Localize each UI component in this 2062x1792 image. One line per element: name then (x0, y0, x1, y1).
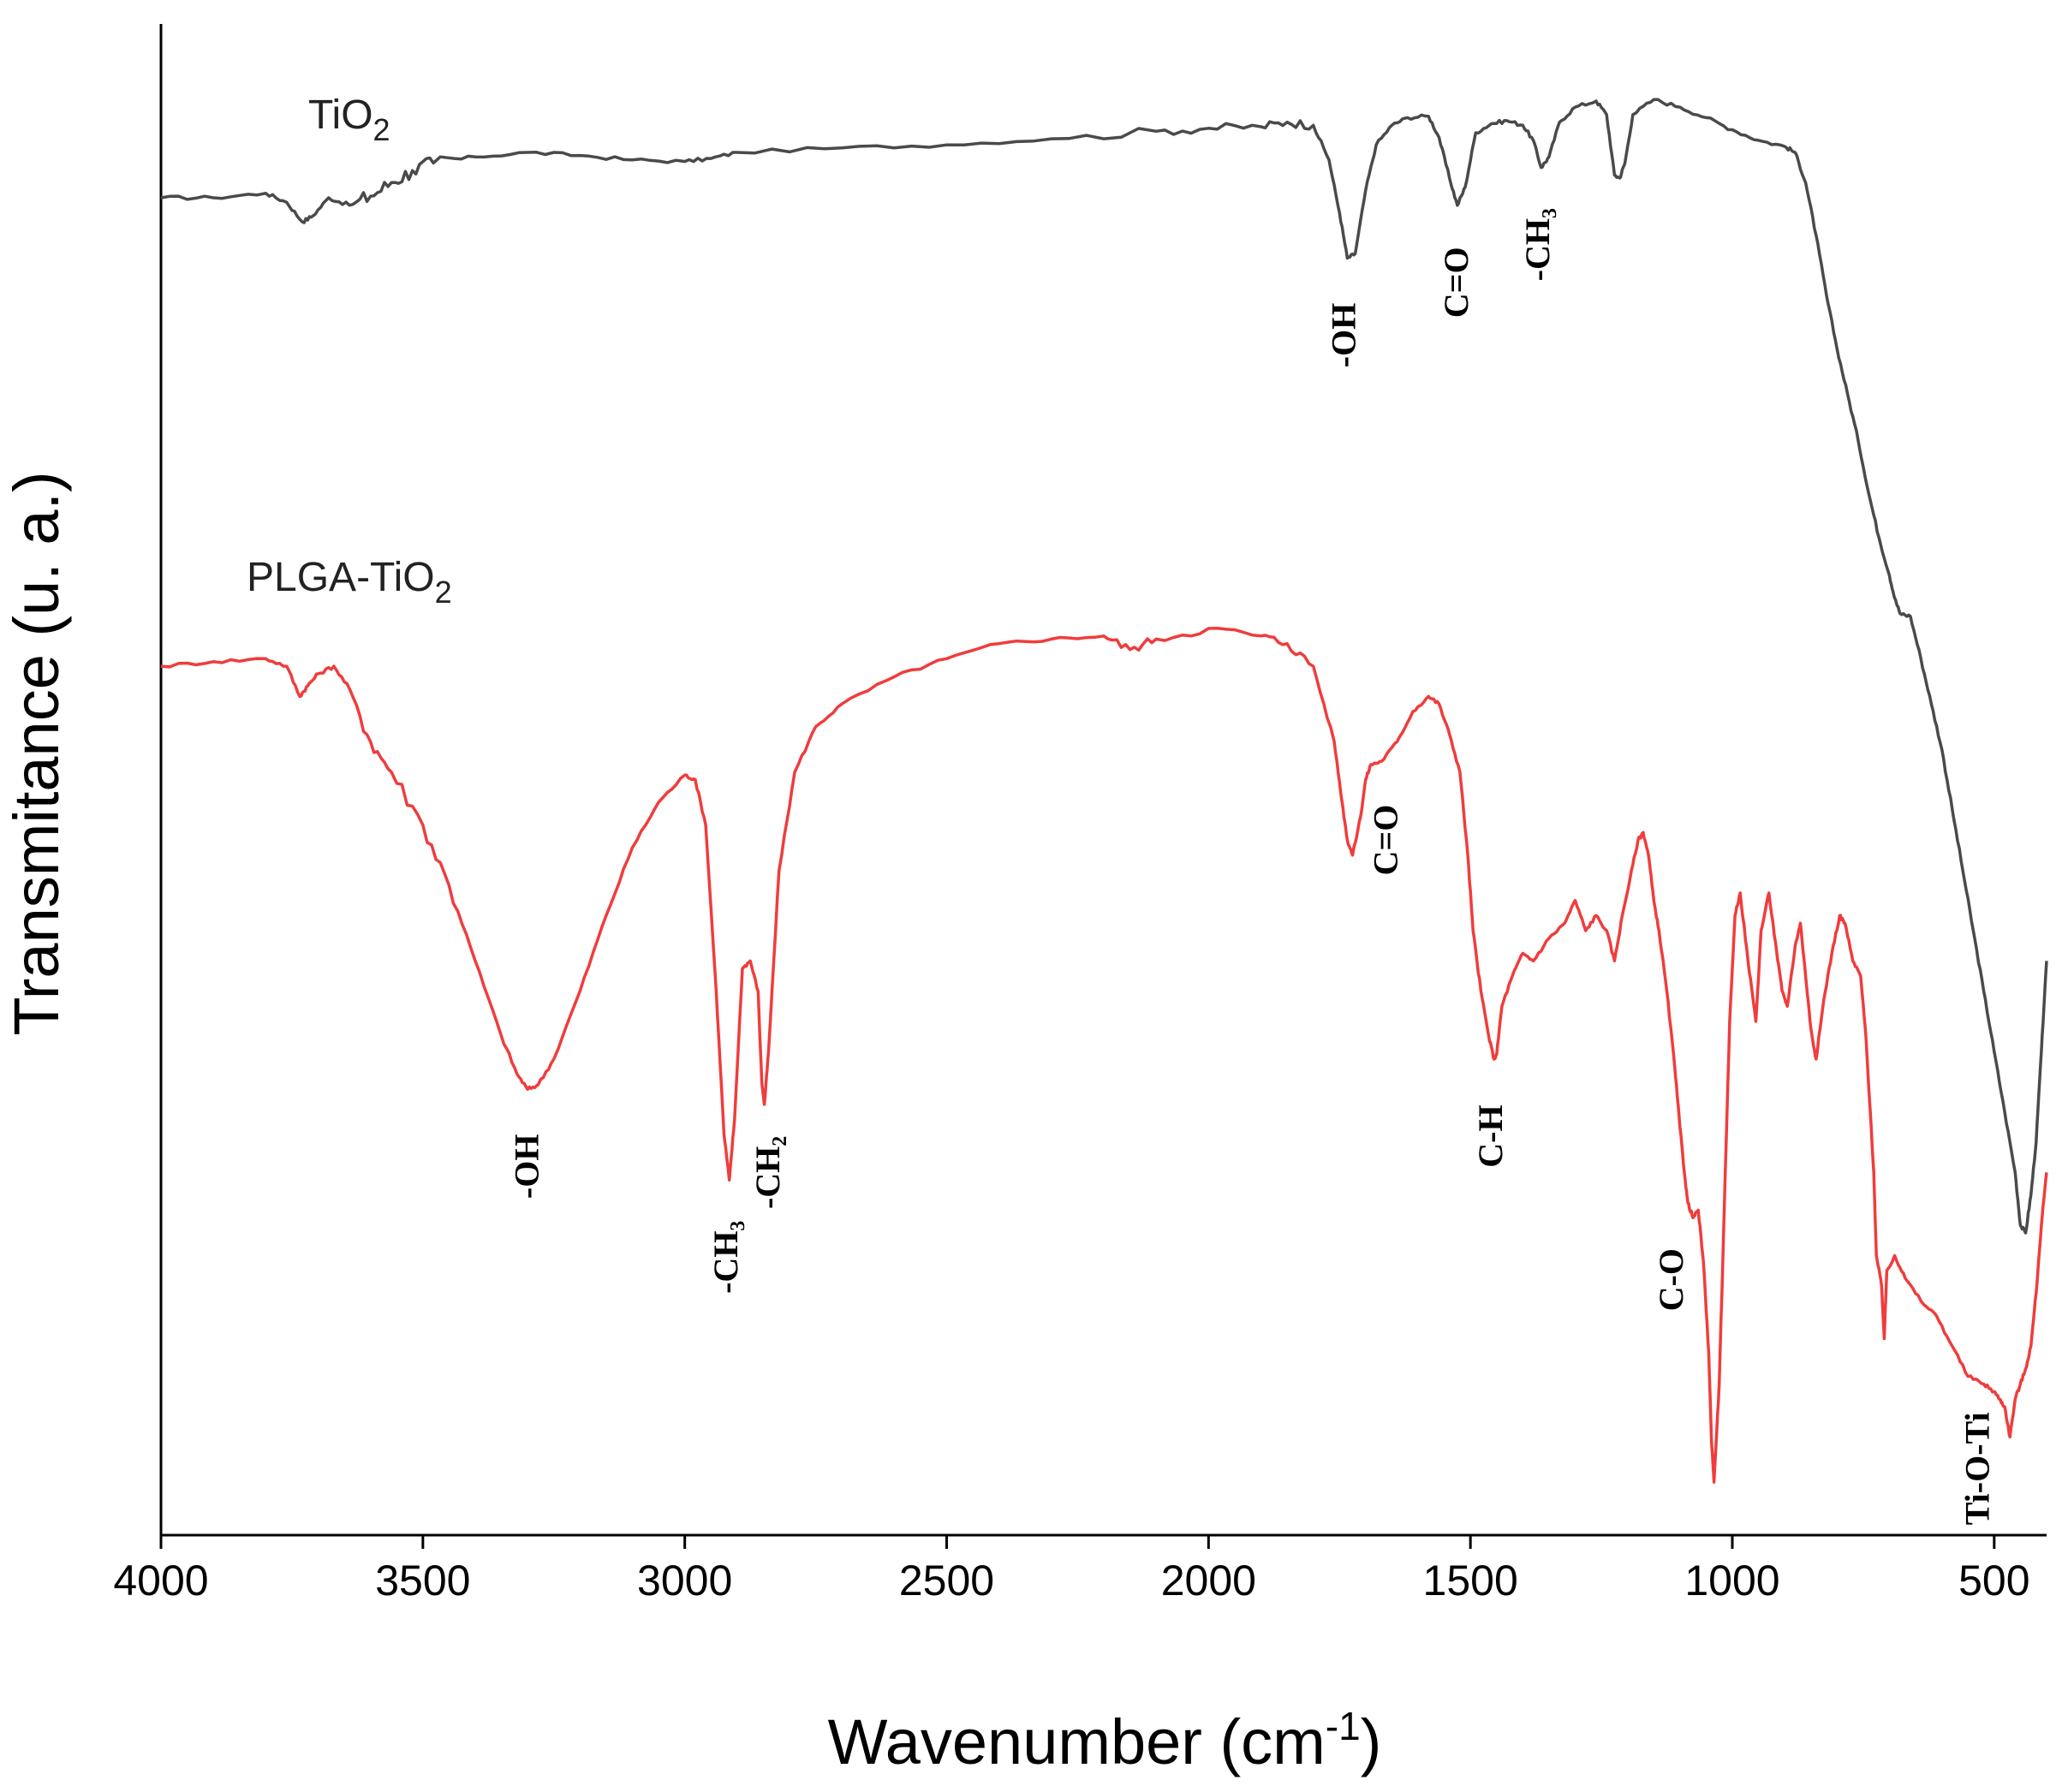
series-label-plga-tio2: PLGA-TiO2 (247, 555, 452, 610)
x-axis-title-text: Wavenumber (cm (828, 1706, 1326, 1777)
x-tick-label: 500 (1958, 1557, 2029, 1604)
series-label-plga-tio2-subscript: 2 (435, 575, 452, 610)
series-line-tio2 (160, 98, 2048, 1235)
x-tick-label: 3500 (375, 1557, 470, 1604)
x-tick-label: 2500 (899, 1557, 994, 1604)
annotation-plga-c-o: C-O (1652, 1248, 1690, 1311)
series-label-tio2: TiO2 (308, 92, 390, 147)
annotation-plga-co: C=O (1367, 805, 1405, 876)
x-tick-label: 2000 (1161, 1557, 1256, 1604)
x-tick-label: 1500 (1423, 1557, 1518, 1604)
x-tick-label: 3000 (637, 1557, 732, 1604)
tio2-peak-annotations: -OH C=O -CH₃ (1325, 208, 1557, 367)
annotation-plga-ch: C-H (1471, 1104, 1510, 1167)
annotation-plga-ch3: -CH₃ (706, 1221, 745, 1294)
plot-frame (159, 24, 2047, 1537)
series-label-tio2-subscript: 2 (373, 112, 390, 147)
x-tick-label: 4000 (113, 1557, 208, 1604)
plga-peak-annotations: -OH -CH₃ -CH₂ C=O C-H C-O Ti-O-Ti (507, 805, 1996, 1526)
annotation-tio2-ch3: -CH₃ (1518, 208, 1557, 281)
series-line-plga-tio2 (160, 627, 2048, 1484)
annotation-tio2-oh: -OH (1325, 303, 1363, 368)
x-axis-title-close: ) (1361, 1706, 1382, 1777)
x-ticks: 4000 3500 3000 2500 2000 1500 1000 500 (113, 1535, 2030, 1604)
series-label-plga-tio2-text: PLGA-TiO (247, 555, 435, 600)
series-label-tio2-text: TiO (308, 92, 373, 138)
x-axis-title-superscript: -1 (1326, 1704, 1361, 1748)
annotation-tio2-co: C=O (1437, 247, 1475, 318)
y-axis-title: Transmitance (u. a.) (1, 471, 72, 1035)
annotation-plga-ch2: -CH₂ (748, 1136, 787, 1209)
x-tick-label: 1000 (1684, 1557, 1779, 1604)
annotation-plga-oh: -OH (507, 1134, 545, 1200)
annotation-plga-ti-o-ti: Ti-O-Ti (1958, 1412, 1997, 1525)
x-axis-title: Wavenumber (cm-1) (828, 1704, 1382, 1777)
